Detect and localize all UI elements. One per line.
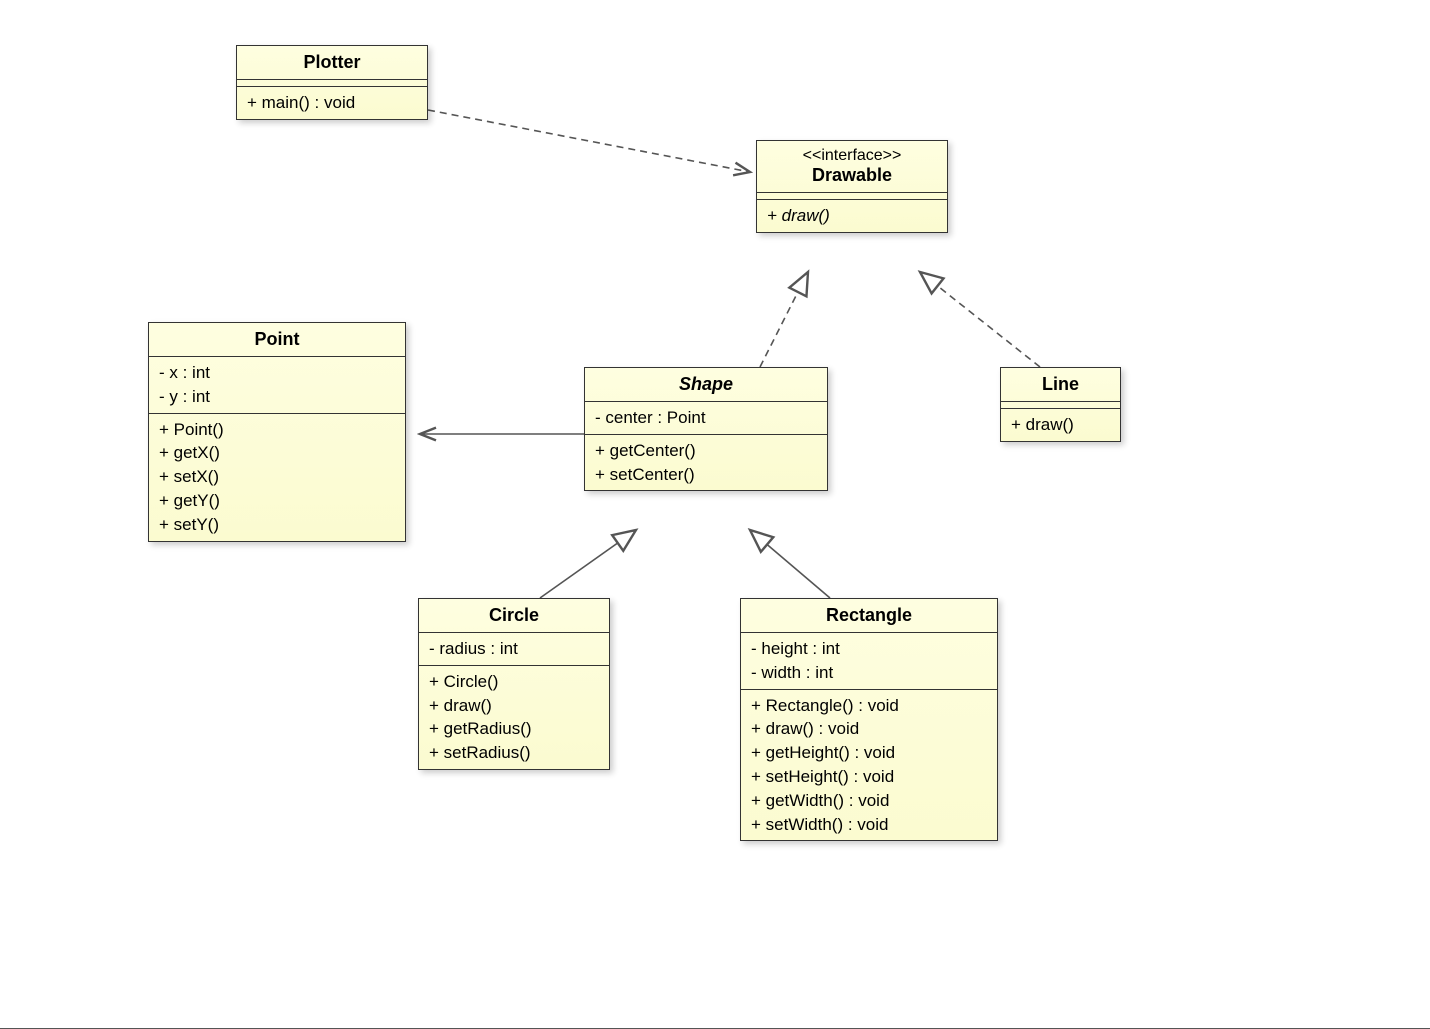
op: + Rectangle() : void xyxy=(751,694,987,718)
op: + getY() xyxy=(159,489,395,513)
class-ops: + draw() xyxy=(1001,409,1120,441)
class-ops: + Rectangle() : void + draw() : void + g… xyxy=(741,690,997,841)
attr: - radius : int xyxy=(429,637,599,661)
op: + setWidth() : void xyxy=(751,813,987,837)
class-name: Point xyxy=(149,323,405,357)
attr: - center : Point xyxy=(595,406,817,430)
class-point: Point - x : int - y : int + Point() + ge… xyxy=(148,322,406,542)
edge-line-drawable xyxy=(920,272,1040,367)
op: + setRadius() xyxy=(429,741,599,765)
op: + main() : void xyxy=(247,91,417,115)
class-name: Line xyxy=(1001,368,1120,402)
edge-shape-drawable xyxy=(760,272,808,367)
class-ops: + getCenter() + setCenter() xyxy=(585,435,827,491)
op: + draw() : void xyxy=(751,717,987,741)
op: + draw() xyxy=(429,694,599,718)
class-ops: + Point() + getX() + setX() + getY() + s… xyxy=(149,414,405,541)
op: + draw() xyxy=(767,204,937,228)
class-shape: Shape - center : Point + getCenter() + s… xyxy=(584,367,828,491)
op: + setY() xyxy=(159,513,395,537)
edge-rectangle-shape xyxy=(750,530,830,598)
attr: - width : int xyxy=(751,661,987,685)
op: + getWidth() : void xyxy=(751,789,987,813)
class-plotter: Plotter + main() : void xyxy=(236,45,428,120)
op: + setX() xyxy=(159,465,395,489)
class-line: Line + draw() xyxy=(1000,367,1121,442)
class-attrs xyxy=(757,193,947,200)
edge-plotter-drawable xyxy=(428,110,750,172)
op: + getX() xyxy=(159,441,395,465)
class-circle: Circle - radius : int + Circle() + draw(… xyxy=(418,598,610,770)
uml-canvas: Plotter + main() : void <<interface>> Dr… xyxy=(0,0,1430,1029)
op: + Circle() xyxy=(429,670,599,694)
op: + setHeight() : void xyxy=(751,765,987,789)
class-name: Rectangle xyxy=(741,599,997,633)
attr: - y : int xyxy=(159,385,395,409)
op: + setCenter() xyxy=(595,463,817,487)
class-ops: + draw() xyxy=(757,200,947,232)
op: + draw() xyxy=(1011,413,1110,437)
class-rectangle: Rectangle - height : int - width : int +… xyxy=(740,598,998,841)
stereotype: <<interface>> xyxy=(765,147,939,165)
class-name-text: Drawable xyxy=(812,165,892,185)
op: + getRadius() xyxy=(429,717,599,741)
class-name: <<interface>> Drawable xyxy=(757,141,947,193)
class-name: Circle xyxy=(419,599,609,633)
attr: - x : int xyxy=(159,361,395,385)
op: + Point() xyxy=(159,418,395,442)
attr: - height : int xyxy=(751,637,987,661)
class-drawable: <<interface>> Drawable + draw() xyxy=(756,140,948,233)
class-attrs: - radius : int xyxy=(419,633,609,666)
class-attrs: - x : int - y : int xyxy=(149,357,405,414)
class-ops: + main() : void xyxy=(237,87,427,119)
class-name: Plotter xyxy=(237,46,427,80)
class-name: Shape xyxy=(585,368,827,402)
class-attrs: - height : int - width : int xyxy=(741,633,997,690)
op: + getCenter() xyxy=(595,439,817,463)
class-attrs xyxy=(1001,402,1120,409)
class-ops: + Circle() + draw() + getRadius() + setR… xyxy=(419,666,609,769)
op: + getHeight() : void xyxy=(751,741,987,765)
class-attrs: - center : Point xyxy=(585,402,827,435)
class-attrs xyxy=(237,80,427,87)
edge-circle-shape xyxy=(540,530,636,598)
